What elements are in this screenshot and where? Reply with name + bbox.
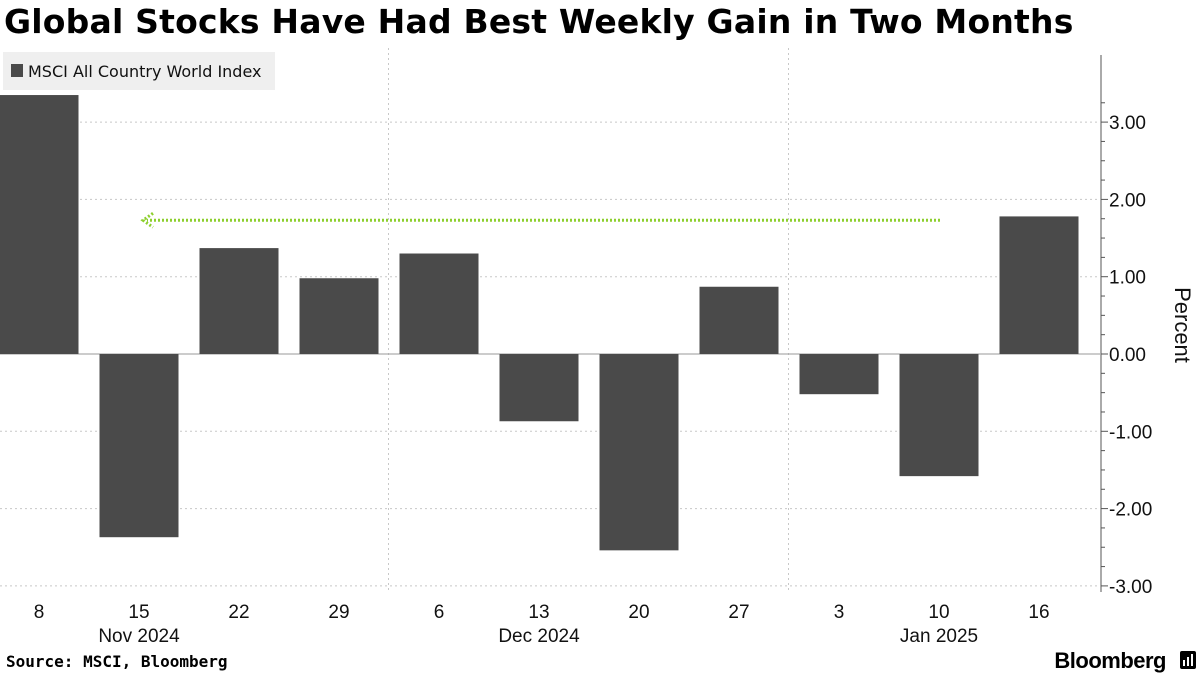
bar <box>99 354 179 538</box>
legend-swatch <box>11 64 23 77</box>
x-tick-label: 3 <box>834 602 845 623</box>
bar <box>299 278 379 354</box>
source-note: Source: MSCI, Bloomberg <box>6 652 228 671</box>
annotation-arrow <box>140 212 940 229</box>
bar <box>699 286 779 354</box>
x-month-label: Nov 2024 <box>98 626 180 647</box>
x-tick-label: 6 <box>434 602 445 623</box>
legend-label: MSCI All Country World Index <box>28 62 262 81</box>
x-tick-label: 27 <box>728 602 749 623</box>
bloomberg-terminal-icon <box>1180 651 1196 669</box>
chart-title: Global Stocks Have Had Best Weekly Gain … <box>4 2 1074 41</box>
y-tick-label: -3.00 <box>1109 577 1152 598</box>
legend: MSCI All Country World Index <box>3 52 275 90</box>
bar <box>0 95 79 355</box>
y-tick-label: 3.00 <box>1109 113 1146 134</box>
legend-box <box>3 52 275 90</box>
bar <box>399 253 479 354</box>
arrow-head <box>140 212 154 229</box>
bar <box>899 354 979 477</box>
x-month-label: Dec 2024 <box>498 626 580 647</box>
bars <box>0 95 1079 551</box>
x-tick-label: 22 <box>228 602 249 623</box>
bar <box>499 354 579 422</box>
x-tick-label: 8 <box>34 602 45 623</box>
bar <box>999 216 1079 354</box>
y-tick-label: 2.00 <box>1109 190 1146 211</box>
x-tick-label: 29 <box>328 602 349 623</box>
y-tick-label: -2.00 <box>1109 500 1152 521</box>
y-axis-title: Percent <box>1170 287 1195 363</box>
bar <box>799 354 879 395</box>
x-tick-label: 20 <box>628 602 649 623</box>
y-tick-label: 0.00 <box>1109 345 1146 366</box>
x-tick-label: 15 <box>128 602 149 623</box>
y-tick-label: 1.00 <box>1109 268 1146 289</box>
x-tick-label: 13 <box>528 602 549 623</box>
bloomberg-logo: Bloomberg <box>1054 648 1166 673</box>
x-axis-labels: 8 15 22 29 6 13 20 27 3 10 16 Nov 2024 Dec 2024 Jan 2… <box>34 602 1050 647</box>
x-tick-label: 16 <box>1028 602 1049 623</box>
y-tick-label: -1.00 <box>1109 422 1152 443</box>
bar <box>199 248 279 354</box>
bar <box>599 354 679 551</box>
x-month-label: Jan 2025 <box>900 626 978 647</box>
y-axis: 3.00 2.00 1.00 0.00 -1.00 -2.00 -3.00 Percent <box>1100 55 1195 598</box>
x-tick-label: 10 <box>928 602 949 623</box>
